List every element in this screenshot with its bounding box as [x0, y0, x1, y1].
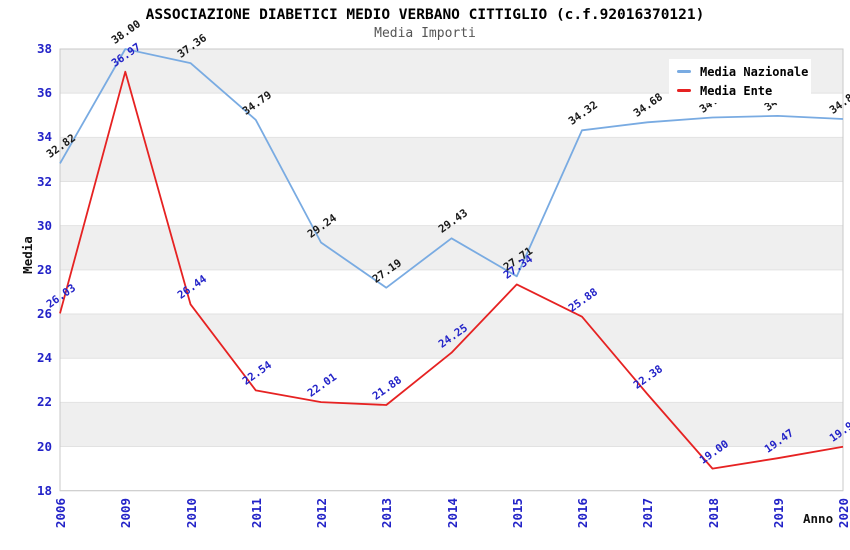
x-tick-label: 2013: [379, 497, 395, 529]
x-axis-title: Anno: [803, 511, 834, 526]
plot-frame: [59, 48, 844, 492]
x-tick-label: 2010: [183, 497, 199, 529]
series-line-1: [59, 70, 844, 470]
legend-item-nazionale: Media Nazionale: [677, 65, 811, 79]
plot-band: [60, 225, 843, 270]
plot-band: [60, 314, 843, 359]
y-tick-label: 36: [36, 85, 52, 101]
chart-subtitle: Media Importi: [374, 26, 476, 41]
x-tick-label: 2020: [836, 497, 850, 529]
x-tick-label: 2011: [248, 497, 264, 529]
y-tick-label: 24: [36, 350, 52, 366]
legend-label-nazionale: Media Nazionale: [700, 64, 809, 79]
legend-item-ente: Media Ente: [677, 84, 811, 98]
series-line-0: [59, 48, 844, 289]
x-tick-label: 2014: [444, 497, 460, 529]
legend-swatch-ente-icon: [677, 89, 691, 92]
plot-band: [60, 137, 843, 182]
x-tick-label: 2012: [314, 497, 329, 529]
x-tick-label: 2009: [118, 497, 134, 529]
y-tick-label: 28: [36, 261, 52, 277]
legend: Media Nazionale Media Ente: [669, 59, 811, 103]
y-tick-label: 18: [36, 482, 52, 498]
plot-band: [60, 402, 843, 447]
x-tick-label: 2019: [770, 497, 786, 529]
y-tick-label: 30: [36, 217, 52, 233]
x-tick-label: 2017: [640, 497, 656, 529]
x-tick-label: 2015: [509, 497, 525, 529]
x-tick-label: 2016: [575, 497, 590, 529]
y-tick-label: 32: [36, 173, 52, 189]
y-tick-label: 22: [36, 394, 52, 410]
legend-label-ente: Media Ente: [700, 83, 773, 98]
x-tick-label: 2006: [53, 497, 68, 529]
y-tick-label: 20: [36, 438, 52, 454]
y-tick-label: 34: [36, 129, 52, 145]
y-tick-label: 38: [36, 41, 52, 56]
x-tick-label: 2018: [705, 497, 721, 529]
y-tick-label: 26: [36, 306, 52, 321]
chart-title: ASSOCIAZIONE DIABETICI MEDIO VERBANO CIT…: [145, 7, 705, 23]
legend-swatch-nazionale-icon: [677, 70, 691, 73]
